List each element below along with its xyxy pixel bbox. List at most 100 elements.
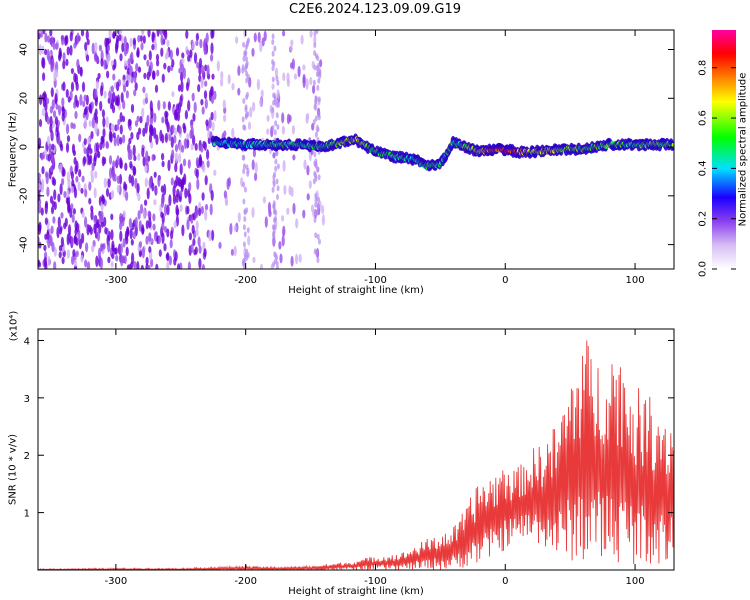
noise-mark bbox=[84, 259, 88, 268]
noise-mark bbox=[72, 123, 76, 130]
colorbar-tick-label: 0.2 bbox=[698, 211, 709, 227]
noise-mark bbox=[69, 44, 73, 56]
noise-mark bbox=[46, 116, 50, 125]
noise-mark bbox=[70, 185, 75, 194]
noise-streak-mark bbox=[317, 62, 320, 69]
noise-streak-mark bbox=[242, 163, 246, 170]
spectrogram-x-tick-label: 0 bbox=[502, 275, 508, 286]
noise-mark bbox=[195, 228, 199, 237]
noise-streak-mark bbox=[316, 233, 320, 240]
spectrogram-frame bbox=[37, 29, 675, 270]
noise-mark bbox=[168, 134, 172, 142]
noise-streak-mark bbox=[271, 186, 275, 193]
noise-mark bbox=[179, 190, 183, 197]
noise-mark bbox=[60, 212, 64, 219]
noise-mark bbox=[81, 175, 85, 183]
noise-mark bbox=[111, 123, 115, 133]
noise-mark bbox=[124, 230, 128, 241]
noise-mark bbox=[166, 228, 170, 238]
noise-mark bbox=[276, 89, 280, 99]
noise-mark bbox=[88, 197, 92, 205]
snr-x-tick-label: -300 bbox=[105, 576, 128, 587]
noise-streak-mark bbox=[314, 175, 318, 182]
noise-mark bbox=[223, 114, 227, 122]
noise-mark bbox=[63, 191, 67, 198]
noise-streak-mark bbox=[273, 45, 277, 52]
noise-streak-mark bbox=[245, 56, 248, 63]
noise-mark bbox=[181, 52, 185, 59]
noise-streak-mark bbox=[246, 111, 250, 118]
noise-mark bbox=[61, 97, 65, 107]
noise-mark bbox=[127, 142, 131, 154]
noise-mark bbox=[166, 39, 170, 47]
noise-streak-mark bbox=[313, 64, 317, 71]
noise-mark bbox=[200, 98, 204, 106]
noise-mark bbox=[84, 106, 88, 115]
noise-mark bbox=[43, 244, 47, 252]
noise-mark bbox=[149, 61, 153, 72]
noise-mark bbox=[201, 64, 205, 76]
noise-mark bbox=[139, 115, 143, 124]
noise-streak-mark bbox=[241, 116, 245, 123]
noise-mark bbox=[151, 31, 155, 42]
noise-mark bbox=[179, 204, 183, 213]
noise-mark bbox=[122, 237, 126, 248]
noise-mark bbox=[88, 181, 92, 191]
noise-mark bbox=[158, 249, 162, 257]
noise-streak-mark bbox=[241, 67, 245, 74]
noise-mark bbox=[65, 58, 69, 66]
noise-mark bbox=[51, 143, 55, 151]
noise-streak-mark bbox=[246, 227, 250, 234]
noise-mark bbox=[93, 215, 97, 224]
noise-mark bbox=[84, 42, 88, 51]
noise-mark bbox=[173, 220, 177, 229]
noise-mark bbox=[279, 253, 283, 264]
noise-mark bbox=[44, 217, 49, 226]
noise-mark bbox=[283, 184, 287, 195]
noise-mark bbox=[110, 85, 114, 93]
noise-streak-mark bbox=[242, 198, 246, 205]
noise-mark bbox=[119, 230, 123, 242]
noise-mark bbox=[128, 137, 132, 145]
noise-mark bbox=[208, 117, 212, 129]
noise-mark bbox=[182, 158, 187, 167]
noise-mark bbox=[116, 81, 120, 92]
noise-mark bbox=[201, 192, 205, 201]
noise-mark bbox=[252, 256, 256, 264]
noise-streak-mark bbox=[275, 178, 279, 185]
noise-mark bbox=[101, 195, 105, 205]
noise-mark bbox=[257, 31, 261, 43]
noise-mark bbox=[140, 264, 144, 269]
noise-mark bbox=[53, 201, 57, 211]
noise-mark bbox=[161, 133, 165, 144]
noise-mark bbox=[202, 163, 206, 173]
noise-mark bbox=[112, 32, 116, 39]
noise-mark bbox=[259, 97, 263, 108]
noise-mark bbox=[43, 256, 47, 268]
noise-streak-mark bbox=[314, 115, 318, 122]
noise-streak-mark bbox=[318, 238, 321, 245]
noise-mark bbox=[103, 156, 107, 165]
noise-mark bbox=[100, 242, 104, 252]
noise-mark bbox=[253, 32, 257, 43]
noise-mark bbox=[164, 203, 168, 216]
noise-mark bbox=[73, 42, 77, 49]
noise-mark bbox=[39, 94, 43, 106]
noise-mark bbox=[162, 101, 166, 110]
noise-mark bbox=[178, 67, 182, 74]
noise-mark bbox=[79, 66, 83, 77]
noise-mark bbox=[142, 207, 146, 220]
noise-mark bbox=[213, 90, 217, 100]
snr-y-tick-label: 1 bbox=[24, 509, 30, 520]
noise-mark bbox=[209, 203, 213, 216]
colorbar-tick-label: 0.0 bbox=[698, 261, 709, 277]
noise-mark bbox=[137, 66, 142, 73]
noise-streak-mark bbox=[246, 73, 250, 80]
noise-mark bbox=[211, 229, 215, 241]
noise-mark bbox=[42, 57, 46, 69]
noise-mark bbox=[52, 216, 56, 224]
noise-mark bbox=[176, 263, 181, 269]
noise-mark bbox=[83, 118, 88, 129]
noise-mark bbox=[154, 231, 158, 238]
noise-mark bbox=[155, 263, 159, 269]
